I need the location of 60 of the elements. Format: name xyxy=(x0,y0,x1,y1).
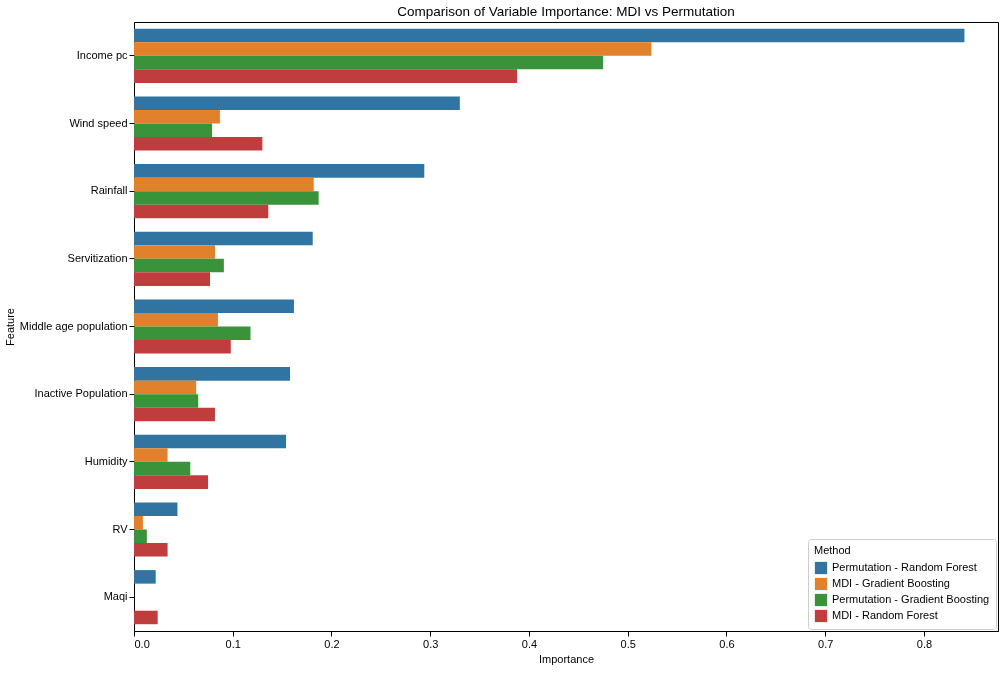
x-tick-label: 0.0 xyxy=(134,637,150,650)
x-tick-label: 0.5 xyxy=(620,637,636,650)
bar xyxy=(134,475,209,489)
y-tick-label: Servitization xyxy=(67,251,128,264)
y-tick-label: Inactive Population xyxy=(34,387,128,400)
bar xyxy=(134,28,965,43)
x-tick-label: 0.8 xyxy=(916,637,933,650)
y-tick-label: Maqi xyxy=(103,590,128,603)
bar xyxy=(134,272,211,286)
bar xyxy=(134,502,178,516)
bar xyxy=(134,515,143,530)
bar xyxy=(134,340,231,354)
x-tick-label: 0.1 xyxy=(225,637,241,650)
bar xyxy=(134,258,224,273)
chart-title: Comparison of Variable Importance: MDI vs Permutation xyxy=(397,3,735,19)
bar xyxy=(134,380,197,395)
x-tick-label: 0.7 xyxy=(818,637,834,650)
legend-title: Method xyxy=(814,544,851,556)
y-axis-title: Feature xyxy=(3,308,16,346)
bar xyxy=(134,407,215,422)
bar xyxy=(134,177,314,192)
legend-label: MDI - Gradient Boosting xyxy=(832,577,950,589)
x-tick-label: 0.2 xyxy=(324,637,340,650)
x-tick-label: 0.3 xyxy=(423,637,439,650)
bar xyxy=(134,42,652,56)
x-tick-label: 0.4 xyxy=(521,637,538,650)
bar xyxy=(134,191,319,205)
bar xyxy=(134,109,220,124)
legend-label: MDI - Random Forest xyxy=(832,609,938,621)
bar xyxy=(134,164,425,178)
x-axis-title: Importance xyxy=(538,652,595,665)
bar xyxy=(134,123,213,138)
y-tick-label: Wind speed xyxy=(69,116,128,129)
bar xyxy=(134,326,251,341)
bar xyxy=(134,96,460,110)
x-tick-label: 0.6 xyxy=(719,637,735,650)
y-tick-label: Rainfall xyxy=(90,184,128,197)
bar xyxy=(134,69,518,83)
y-tick-label: Middle age population xyxy=(19,319,128,332)
y-tick-label: Income pc xyxy=(76,48,128,61)
legend-label: Permutation - Random Forest xyxy=(832,561,977,573)
bar xyxy=(134,299,294,313)
bar xyxy=(134,245,215,259)
y-tick-label: RV xyxy=(112,522,129,535)
bar xyxy=(134,137,263,151)
bar xyxy=(134,529,147,544)
legend-label: Permutation - Gradient Boosting xyxy=(832,593,990,605)
bar xyxy=(134,461,191,476)
bar xyxy=(134,394,199,408)
bar xyxy=(134,367,291,381)
y-tick-label: Humidity xyxy=(84,454,128,467)
bar xyxy=(134,448,168,462)
bar xyxy=(134,570,156,584)
bar xyxy=(134,434,287,449)
bar xyxy=(134,543,168,557)
bar xyxy=(134,55,604,70)
bar xyxy=(134,204,269,219)
bar xyxy=(134,231,313,246)
bar xyxy=(134,312,218,327)
bar xyxy=(134,610,158,625)
